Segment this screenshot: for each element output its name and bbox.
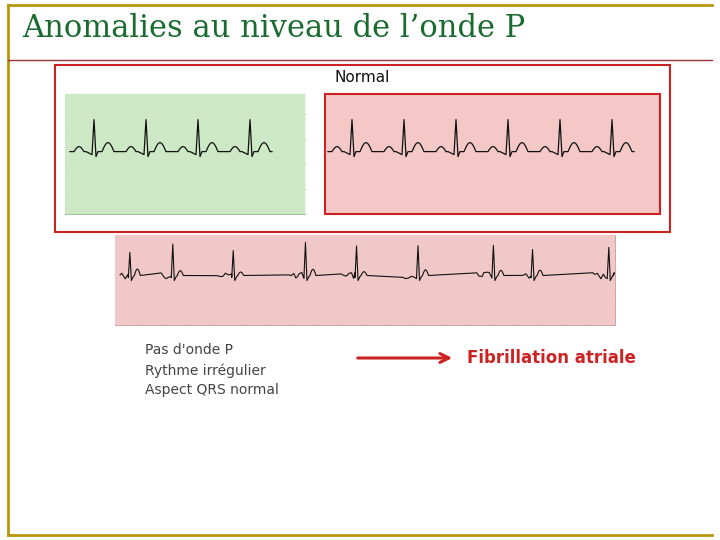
Bar xyxy=(65,94,305,214)
Bar xyxy=(115,235,615,325)
Text: Aspect QRS normal: Aspect QRS normal xyxy=(145,383,279,397)
Text: Pas d'onde P: Pas d'onde P xyxy=(145,343,233,357)
Text: Anomalies au niveau de l’onde P: Anomalies au niveau de l’onde P xyxy=(22,13,526,44)
Bar xyxy=(55,65,670,232)
Bar xyxy=(325,94,660,214)
Text: Rythme irrégulier: Rythme irrégulier xyxy=(145,363,266,377)
Text: Fibrillation atriale: Fibrillation atriale xyxy=(467,349,636,367)
Text: Normal: Normal xyxy=(335,70,390,85)
